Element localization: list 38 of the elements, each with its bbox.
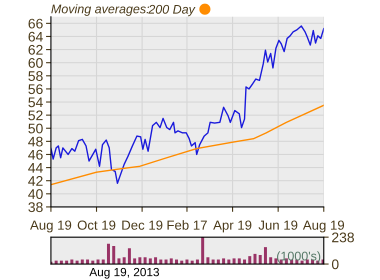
- y-tick-label: 52: [28, 110, 43, 120]
- y-tick-label: 58: [28, 71, 43, 81]
- y-tick-label: 54: [28, 98, 43, 108]
- y-tick-label: 50: [28, 124, 43, 134]
- bar: [248, 256, 252, 264]
- y-tick-label: 44: [28, 163, 43, 173]
- x-tick-label: Oct 19: [78, 220, 116, 230]
- bar: [106, 244, 110, 264]
- bar: [201, 237, 204, 264]
- y-tick-label: 40: [28, 189, 43, 199]
- y-tick-label: 48: [28, 136, 43, 147]
- y-tick-label: 66: [28, 18, 43, 29]
- y-tick-label: 238: [332, 232, 354, 242]
- bar: [128, 248, 131, 264]
- x-tick-label: Aug 19: [30, 220, 72, 232]
- y-tick-label: 64: [28, 32, 43, 42]
- bar: [112, 246, 116, 264]
- y-tick-label: 0: [332, 259, 339, 270]
- y-tick-label: 56: [28, 84, 43, 94]
- bar: [258, 255, 262, 264]
- y-tick-label: 60: [28, 58, 43, 68]
- y-tick-label: 46: [28, 150, 43, 160]
- y-tick-label: 62: [28, 44, 43, 55]
- bar: [253, 254, 256, 264]
- line-series: [50, 104, 324, 186]
- legend-title: Moving averages:: [51, 4, 150, 16]
- annotation: (1000's): [277, 251, 320, 263]
- legend-label: 200 Day: [148, 4, 196, 16]
- x-tick-label: Apr 19: [213, 220, 252, 232]
- y-tick-label: 38: [28, 202, 43, 212]
- line-series: [50, 25, 324, 184]
- x-tick-label: Feb 17: [168, 220, 207, 230]
- y-tick-label: 42: [28, 176, 43, 186]
- x-tick-label: Dec 19: [122, 220, 162, 230]
- x-tick-label: Jun 19: [258, 220, 298, 230]
- bar: [264, 247, 267, 264]
- x-tick-label: Aug 19: [302, 220, 344, 232]
- text: Aug 19, 2013: [89, 268, 160, 279]
